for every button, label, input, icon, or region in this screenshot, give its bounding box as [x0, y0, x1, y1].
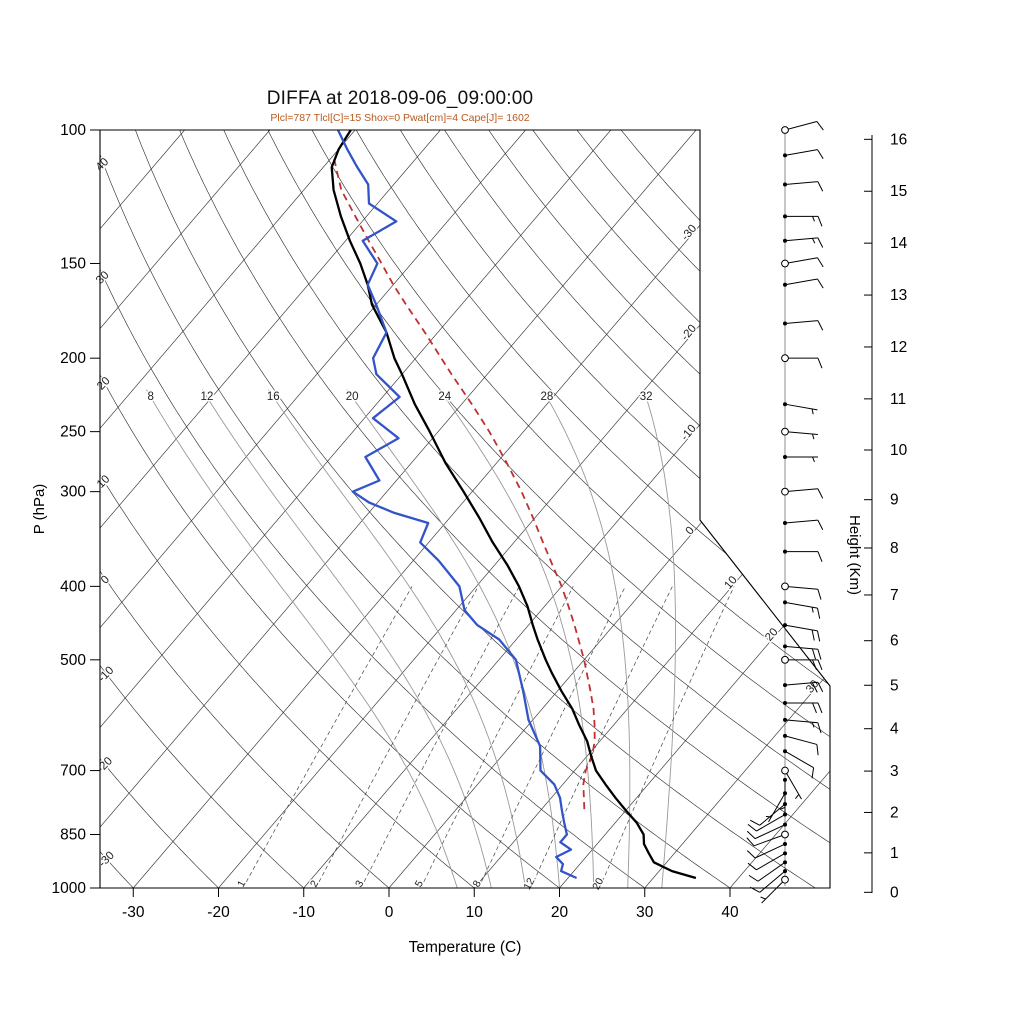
svg-text:30: 30: [804, 678, 821, 696]
svg-text:150: 150: [60, 255, 86, 272]
svg-text:11: 11: [890, 391, 906, 408]
svg-text:16: 16: [267, 391, 280, 403]
svg-text:40: 40: [721, 904, 739, 921]
svg-text:16: 16: [890, 131, 907, 148]
svg-text:13: 13: [890, 287, 907, 304]
svg-text:12: 12: [890, 339, 907, 356]
svg-text:200: 200: [60, 350, 86, 367]
svg-text:14: 14: [890, 235, 908, 252]
svg-text:-10: -10: [96, 664, 116, 684]
svg-text:10: 10: [890, 442, 908, 459]
svg-text:3: 3: [890, 763, 899, 780]
svg-text:20: 20: [551, 904, 569, 921]
svg-text:20: 20: [346, 391, 359, 403]
svg-text:-30: -30: [679, 223, 699, 243]
svg-text:500: 500: [60, 652, 86, 669]
svg-text:-10: -10: [293, 904, 316, 921]
temperature-curve: [330, 130, 697, 880]
svg-text:20: 20: [763, 626, 780, 644]
wind-barb-column: [746, 120, 824, 904]
svg-text:700: 700: [60, 763, 86, 780]
svg-text:400: 400: [60, 578, 86, 595]
svg-text:300: 300: [60, 484, 86, 501]
dewpoint-curve: [336, 130, 578, 880]
plot-border: [99, 129, 831, 889]
svg-text:-20: -20: [207, 904, 230, 921]
svg-text:1: 1: [890, 845, 899, 862]
svg-text:1000: 1000: [52, 880, 87, 897]
svg-text:8: 8: [890, 540, 899, 557]
svg-text:15: 15: [890, 183, 907, 200]
svg-text:40: 40: [94, 156, 112, 174]
svg-text:100: 100: [60, 122, 86, 139]
chart-subtitle: Plcl=787 Tlcl[C]=15 Shox=0 Pwat[cm]=4 Ca…: [270, 112, 530, 124]
svg-text:Height (Km): Height (Km): [846, 515, 863, 595]
svg-text:10: 10: [722, 574, 739, 592]
svg-text:250: 250: [60, 424, 86, 441]
svg-text:P (hPa): P (hPa): [31, 484, 48, 535]
svg-text:0: 0: [890, 884, 899, 901]
svg-text:-20: -20: [95, 755, 115, 775]
svg-text:-10: -10: [679, 423, 699, 443]
svg-text:Temperature (C): Temperature (C): [409, 939, 522, 956]
svg-text:0: 0: [684, 525, 697, 538]
svg-text:6: 6: [890, 633, 899, 650]
svg-text:32: 32: [640, 391, 653, 403]
svg-text:24: 24: [438, 391, 451, 403]
svg-text:20: 20: [95, 375, 113, 393]
svg-text:28: 28: [541, 391, 554, 403]
svg-text:10: 10: [95, 473, 113, 491]
svg-text:0: 0: [99, 574, 112, 587]
svg-text:-30: -30: [122, 904, 145, 921]
sounding-curves: [330, 130, 697, 880]
svg-text:7: 7: [890, 587, 899, 604]
svg-text:0: 0: [385, 904, 394, 921]
svg-text:5: 5: [890, 677, 899, 694]
svg-text:-20: -20: [679, 323, 699, 343]
svg-text:9: 9: [890, 492, 899, 509]
svg-text:12: 12: [201, 391, 214, 403]
svg-text:850: 850: [60, 826, 86, 843]
svg-text:8: 8: [147, 391, 153, 403]
svg-text:4: 4: [890, 721, 899, 738]
parcel-curve: [332, 155, 596, 810]
svg-text:30: 30: [94, 269, 112, 287]
chart-title: DIFFA at 2018-09-06_09:00:00: [266, 88, 534, 109]
background-lines: [100, 130, 830, 888]
svg-text:30: 30: [636, 904, 654, 921]
svg-text:2: 2: [890, 804, 899, 821]
svg-text:10: 10: [466, 904, 484, 921]
